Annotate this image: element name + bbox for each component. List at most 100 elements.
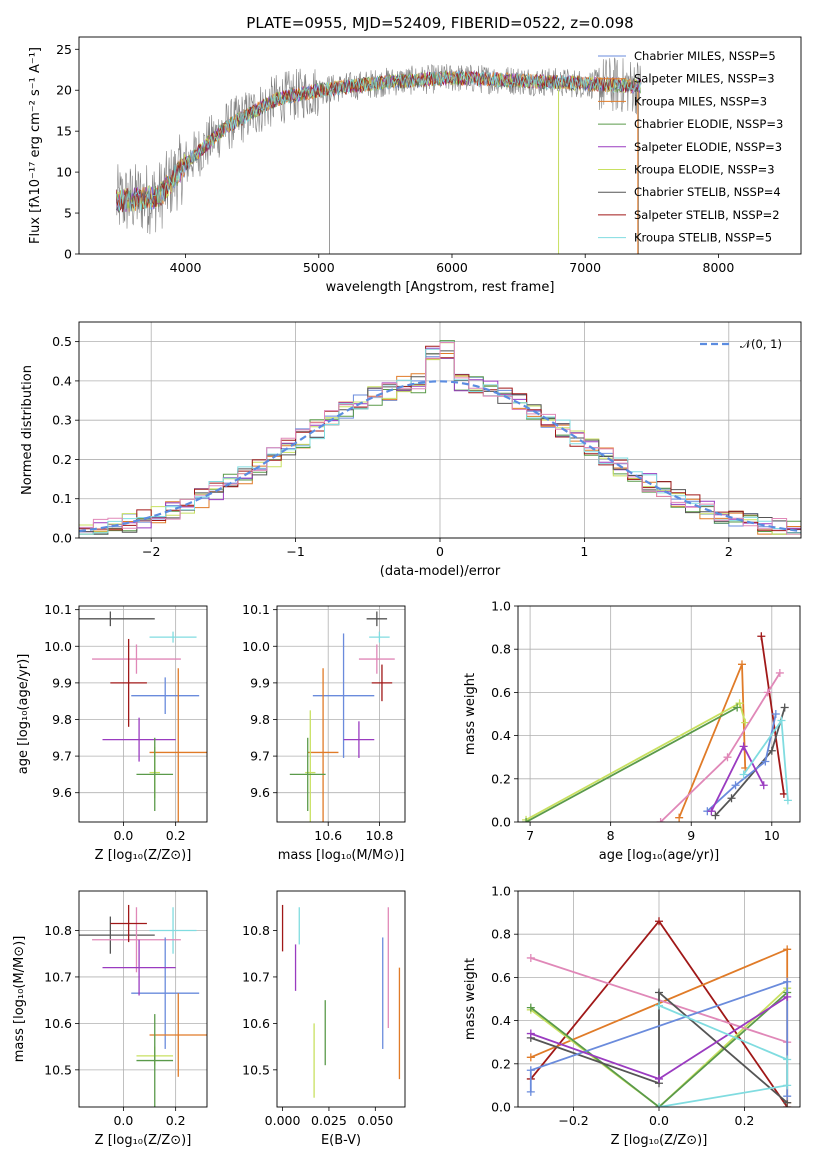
- y-tick-label: 1.0: [491, 884, 511, 899]
- data-point: [737, 660, 746, 669]
- normal-reference-curve: [79, 380, 801, 533]
- x-tick-label: 5000: [303, 260, 335, 275]
- data-point: [735, 699, 744, 708]
- data-point: [655, 1103, 663, 1107]
- panel-1: −2 −1 0 1 2 0.0 0.1 0.2 0.3 0.4 0.5 (data-model)/er…: [20, 321, 802, 579]
- data-point: [655, 917, 663, 926]
- mass-weight-line: [659, 672, 781, 822]
- legend-label: Chabrier STELIB, NSSP=4: [634, 185, 781, 199]
- x-tick-label: −2: [142, 544, 160, 559]
- y-tick-label: 5: [64, 206, 72, 221]
- y-tick-label: 0.0: [491, 815, 511, 830]
- x-tick-label: 8000: [703, 260, 735, 275]
- legend-label: Chabrier MILES, NSSP=5: [634, 49, 776, 63]
- axes-frame: [78, 890, 208, 1108]
- y-tick-label: 9.6: [250, 785, 270, 800]
- y-tick-label: 9.8: [250, 712, 270, 727]
- legend-label: Chabrier ELODIE, NSSP=3: [634, 117, 783, 131]
- data-point: [522, 818, 531, 822]
- y-tick-label: 0.2: [491, 771, 511, 786]
- data-point: [783, 992, 792, 1001]
- y-tick-label: 0.4: [491, 728, 511, 743]
- mass-weight-line: [760, 636, 785, 795]
- x-axis-label: mass [log₁₀(M/M⊙)]: [278, 848, 405, 863]
- plot-area: [79, 904, 207, 1107]
- legend-label: Kroupa ELODIE, NSSP=3: [634, 163, 775, 177]
- mass-weight-line: [530, 990, 788, 1104]
- data-point: [757, 632, 766, 641]
- x-tick-label: 9: [687, 828, 695, 843]
- y-axis-label: age [log₁₀(age/yr)]: [16, 654, 31, 775]
- model-spectrum: [115, 70, 641, 212]
- data-point: [526, 1087, 535, 1096]
- data-point: [526, 953, 535, 962]
- y-tick-label: 0.4: [52, 373, 72, 388]
- data-point: [783, 977, 792, 986]
- y-tick-label: 0.8: [491, 642, 511, 657]
- y-tick-label: 20: [56, 83, 72, 98]
- panel-6: 0.000 0.025 0.050 10.5 10.6 10.7 10.8 E(B-V): [242, 890, 406, 1148]
- y-tick-label: 9.8: [52, 712, 72, 727]
- data-point: [526, 1029, 535, 1038]
- mass-weight-line: [525, 706, 738, 822]
- x-tick-label: 10.6: [314, 828, 342, 843]
- y-tick-label: 0.4: [491, 1013, 511, 1028]
- mass-weight-line: [529, 980, 789, 1097]
- y-tick-label: 10.8: [44, 923, 72, 938]
- model-spectrum: [115, 70, 641, 212]
- x-tick-label: 0.2: [166, 828, 186, 843]
- plot-area: [522, 632, 792, 822]
- data-point: [733, 703, 742, 712]
- x-axis-label: age [log₁₀(age/yr)]: [599, 848, 720, 863]
- data-point: [526, 1003, 535, 1012]
- y-tick-label: 9.7: [250, 749, 270, 764]
- x-axis-label: Z [log₁₀(Z/Z⊙)]: [95, 848, 192, 863]
- y-axis-label: mass weight: [463, 673, 478, 755]
- plot-area: [115, 57, 642, 254]
- panel-2: 0.0 0.2 9.6 9.7 9.8 9.9 10.0 10.1 Z [log₁₀(Z/Z⊙)…: [16, 602, 208, 863]
- legend-label: 𝒩(0, 1): [740, 337, 782, 351]
- x-tick-label: −1: [286, 544, 304, 559]
- x-tick-label: 0.000: [265, 1113, 301, 1128]
- data-point: [655, 1074, 663, 1083]
- axes-frame: [78, 605, 208, 823]
- legend-label: Salpeter STELIB, NSSP=2: [634, 208, 780, 222]
- y-tick-label: 10.6: [242, 1016, 270, 1031]
- data-point: [526, 1066, 535, 1075]
- x-axis-label: wavelength [Angstrom, rest frame]: [326, 280, 555, 295]
- y-tick-label: 0.2: [491, 1056, 511, 1071]
- data-point: [739, 742, 748, 751]
- y-tick-label: 10.5: [242, 1062, 270, 1077]
- plot-area: [79, 611, 207, 822]
- y-tick-label: 15: [56, 124, 72, 139]
- y-tick-label: 10.6: [44, 1016, 72, 1031]
- data-point: [783, 945, 792, 954]
- y-tick-label: 1.0: [491, 599, 511, 614]
- axes-frame: [276, 890, 406, 1108]
- x-tick-label: 2: [725, 544, 733, 559]
- data-point: [656, 818, 665, 822]
- y-tick-label: 0: [64, 247, 72, 262]
- x-tick-label: 1: [580, 544, 588, 559]
- data-point: [731, 781, 740, 790]
- y-tick-label: 0.8: [491, 927, 511, 942]
- axes-frame: [78, 321, 802, 539]
- y-axis-label: mass [log₁₀(M/M⊙)]: [12, 936, 27, 1063]
- legend-label: Salpeter MILES, NSSP=3: [634, 72, 775, 86]
- y-tick-label: 9.9: [52, 675, 72, 690]
- y-tick-label: 10.8: [242, 923, 270, 938]
- y-tick-label: 10.1: [44, 602, 72, 617]
- legend-label: Kroupa STELIB, NSSP=5: [634, 231, 772, 245]
- x-tick-label: 0.0: [649, 1113, 669, 1128]
- residual-histogram: [79, 342, 801, 535]
- y-tick-label: 10.1: [242, 602, 270, 617]
- x-tick-label: −0.2: [558, 1113, 588, 1128]
- x-axis-label: Z [log₁₀(Z/Z⊙)]: [95, 1133, 192, 1148]
- data-point: [763, 688, 772, 697]
- x-axis-label: (data-model)/error: [380, 564, 501, 579]
- x-tick-label: 0.2: [735, 1113, 755, 1128]
- y-tick-label: 0.3: [52, 413, 72, 428]
- mass-weight-line: [714, 707, 786, 817]
- data-point: [783, 1081, 792, 1090]
- mass-weight-line: [658, 1004, 789, 1107]
